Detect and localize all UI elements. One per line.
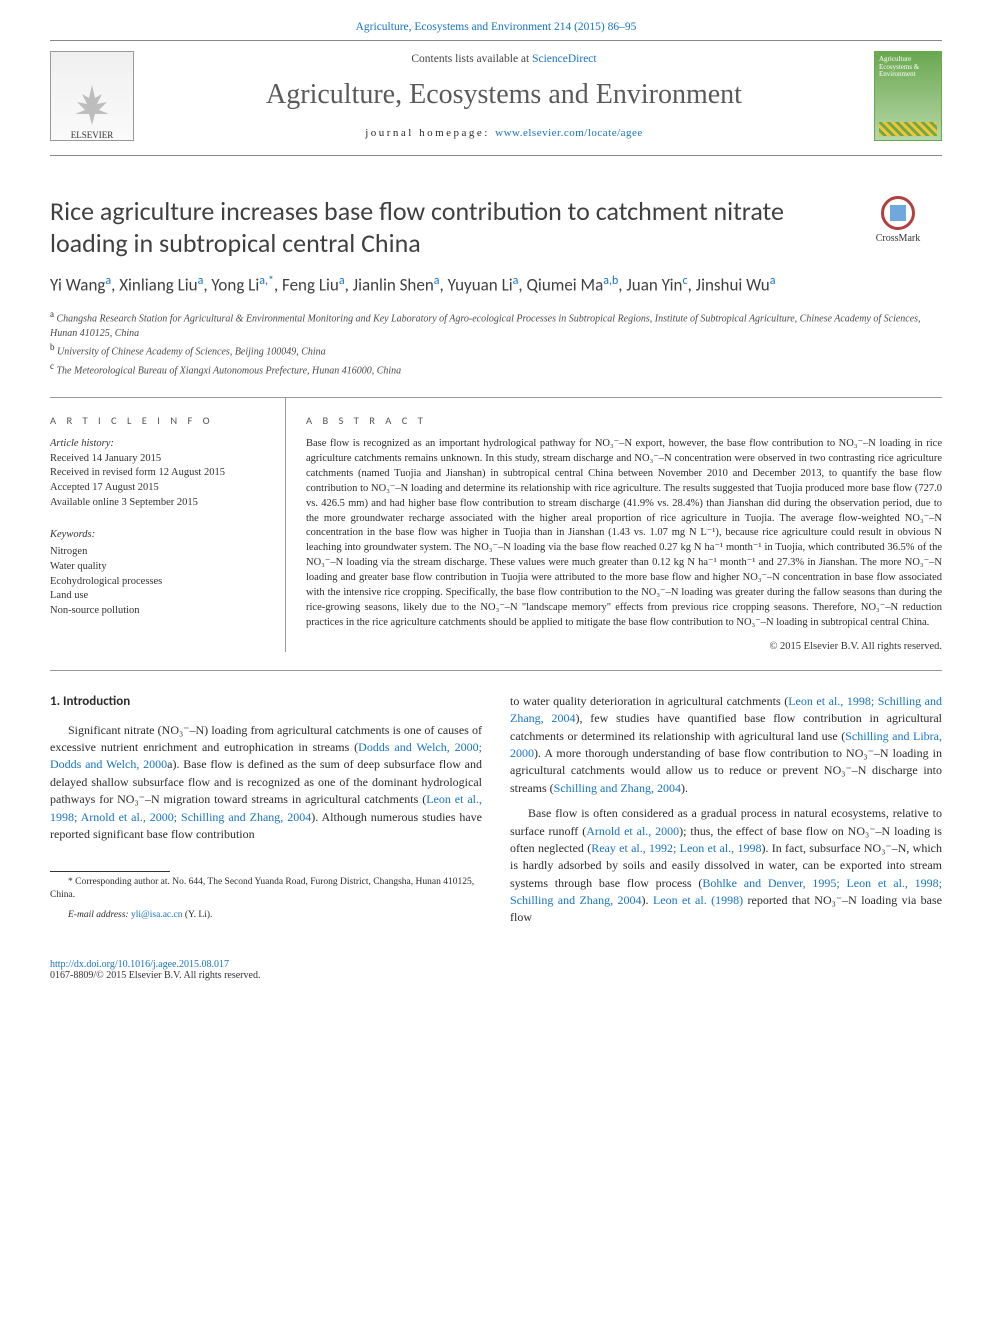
ref-link[interactable]: Arnold et al., 2000 xyxy=(586,824,679,838)
elsevier-tree-icon xyxy=(67,80,117,130)
homepage-label: journal homepage: xyxy=(365,127,495,139)
doi-link[interactable]: http://dx.doi.org/10.1016/j.agee.2015.08… xyxy=(50,959,229,970)
keyword-item: Water quality xyxy=(50,560,265,575)
email-label: E-mail address: xyxy=(68,910,131,920)
keywords-label: Keywords: xyxy=(50,528,265,543)
email-link[interactable]: yli@isa.ac.cn xyxy=(131,910,182,920)
history-line: Received in revised form 12 August 2015 xyxy=(50,467,225,478)
masthead-center: Contents lists available at ScienceDirec… xyxy=(134,53,874,139)
article-history: Article history: Received 14 January 201… xyxy=(50,437,265,510)
intro-heading: 1. Introduction xyxy=(50,693,482,712)
abstract-copyright: © 2015 Elsevier B.V. All rights reserved… xyxy=(306,641,942,652)
info-abstract-row: A R T I C L E I N F O Article history: R… xyxy=(50,398,942,652)
elsevier-logo: ELSEVIER xyxy=(50,51,134,141)
email-footnote: E-mail address: yli@isa.ac.cn (Y. Li). xyxy=(50,909,482,921)
body-columns: 1. Introduction Significant nitrate (NO₃… xyxy=(50,693,942,935)
elsevier-label: ELSEVIER xyxy=(71,130,114,140)
contents-line: Contents lists available at ScienceDirec… xyxy=(146,53,862,65)
affiliation-item: b University of Chinese Academy of Scien… xyxy=(50,341,942,360)
affiliation-item: a Changsha Research Station for Agricult… xyxy=(50,308,942,341)
history-label: Article history: xyxy=(50,438,114,449)
keyword-item: Ecohydrological processes xyxy=(50,575,265,590)
crossmark-label: CrossMark xyxy=(876,233,920,244)
abstract-heading: A B S T R A C T xyxy=(306,414,942,427)
cover-stripes-icon xyxy=(879,122,937,136)
history-line: Available online 3 September 2015 xyxy=(50,497,198,508)
footnote-rule xyxy=(50,871,170,872)
ref-link[interactable]: Leon et al. (1998) xyxy=(653,893,743,907)
keyword-item: Nitrogen xyxy=(50,545,265,560)
contents-text: Contents lists available at xyxy=(411,53,532,65)
abstract-text: Base flow is recognized as an important … xyxy=(306,437,942,631)
title-block: Rice agriculture increases base flow con… xyxy=(50,196,942,259)
homepage-link[interactable]: www.elsevier.com/locate/agee xyxy=(495,127,643,139)
footer: http://dx.doi.org/10.1016/j.agee.2015.08… xyxy=(50,959,942,981)
body-col-right: to water quality deterioration in agricu… xyxy=(510,693,942,935)
author-list: Yi Wanga, Xinliang Liua, Yong Lia,*, Fen… xyxy=(50,273,942,298)
keywords-block: Keywords: NitrogenWater qualityEcohydrol… xyxy=(50,528,265,618)
citation-link[interactable]: Agriculture, Ecosystems and Environment … xyxy=(356,21,637,33)
article-info-heading: A R T I C L E I N F O xyxy=(50,414,265,427)
article-title: Rice agriculture increases base flow con… xyxy=(50,196,854,259)
divider-bottom xyxy=(50,670,942,671)
email-who: (Y. Li). xyxy=(182,910,212,920)
keyword-item: Land use xyxy=(50,589,265,604)
history-line: Received 14 January 2015 xyxy=(50,453,161,464)
article-info-col: A R T I C L E I N F O Article history: R… xyxy=(50,398,285,652)
corresponding-footnote: * Corresponding author at. No. 644, The … xyxy=(50,876,482,901)
intro-p1: Significant nitrate (NO₃⁻–N) loading fro… xyxy=(50,722,482,844)
affiliation-list: a Changsha Research Station for Agricult… xyxy=(50,308,942,379)
masthead: ELSEVIER Contents lists available at Sci… xyxy=(50,40,942,156)
journal-cover-thumb: Agriculture Ecosystems & Environment xyxy=(874,51,942,141)
issn-line: 0167-8809/© 2015 Elsevier B.V. All right… xyxy=(50,970,260,981)
affiliation-item: c The Meteorological Bureau of Xiangxi A… xyxy=(50,360,942,379)
abstract-col: A B S T R A C T Base flow is recognized … xyxy=(285,398,942,652)
crossmark-badge[interactable]: CrossMark xyxy=(854,196,942,244)
keyword-item: Non-source pollution xyxy=(50,604,265,619)
body-col-left: 1. Introduction Significant nitrate (NO₃… xyxy=(50,693,482,935)
cover-caption: Agriculture Ecosystems & Environment xyxy=(879,56,937,79)
intro-p2: to water quality deterioration in agricu… xyxy=(510,693,942,797)
journal-name: Agriculture, Ecosystems and Environment xyxy=(146,79,862,111)
homepage-line: journal homepage: www.elsevier.com/locat… xyxy=(146,127,862,139)
crossmark-icon xyxy=(881,196,915,230)
ref-link[interactable]: Reay et al., 1992; Leon et al., 1998 xyxy=(591,841,761,855)
sciencedirect-link[interactable]: ScienceDirect xyxy=(532,53,597,65)
intro-p3: Base flow is often considered as a gradu… xyxy=(510,805,942,927)
citation-bar: Agriculture, Ecosystems and Environment … xyxy=(0,0,992,40)
history-line: Accepted 17 August 2015 xyxy=(50,482,159,493)
ref-link[interactable]: Schilling and Zhang, 2004 xyxy=(554,781,681,795)
